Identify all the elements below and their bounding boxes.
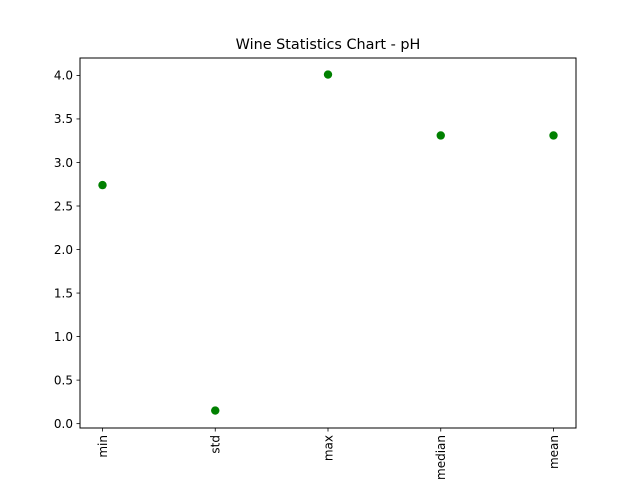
y-axis: 0.0 0.5 1.0 1.5 2.0 2.5 3.0 3.5 4.0 — [54, 69, 80, 431]
x-tick-label: max — [321, 435, 335, 461]
plot-area: 0.0 0.5 1.0 1.5 2.0 2.5 3.0 3.5 4.0 min std max med… — [54, 57, 577, 480]
x-tick-label: std — [209, 435, 223, 454]
y-tick-label: 1.5 — [54, 286, 73, 300]
y-tick-label: 1.0 — [54, 330, 73, 344]
y-tick-label: 0.0 — [54, 417, 73, 431]
y-tick-label: 3.0 — [54, 156, 73, 170]
data-point-median — [436, 131, 445, 140]
y-tick-label: 2.0 — [54, 243, 73, 257]
x-tick-label: mean — [547, 435, 561, 469]
data-points — [98, 70, 558, 415]
y-tick-label: 0.5 — [54, 373, 73, 387]
x-axis: min std max median mean — [96, 428, 561, 480]
x-tick-label: median — [434, 435, 448, 480]
y-tick-label: 4.0 — [54, 69, 73, 83]
data-point-mean — [549, 131, 558, 140]
data-point-min — [98, 180, 107, 190]
x-tick-label: min — [96, 435, 110, 458]
chart-title: Wine Statistics Chart - pH — [236, 37, 421, 53]
data-point-max — [323, 70, 333, 79]
y-tick-label: 2.5 — [54, 199, 73, 213]
data-point-std — [211, 406, 220, 415]
y-tick-label: 3.5 — [54, 112, 73, 126]
